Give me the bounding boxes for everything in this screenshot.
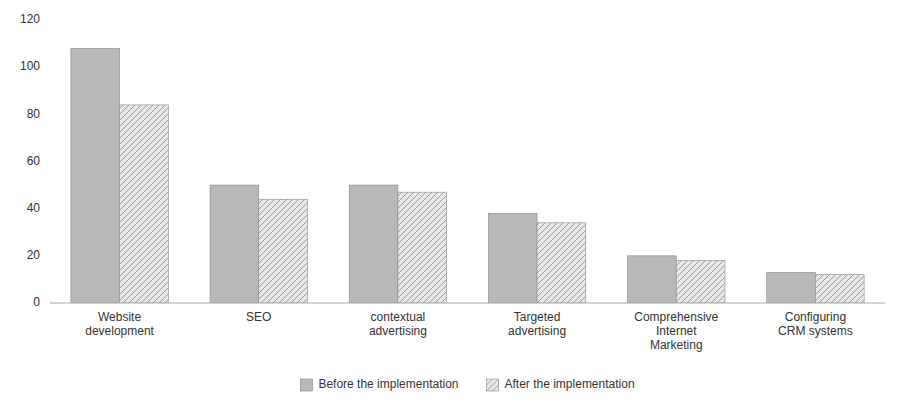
y-tick-label: 0 (33, 295, 40, 309)
chart-svg: 0 20 40 60 80 100 120 Websitedevelopment SEO cont… (0, 0, 905, 403)
x-tick-label: SEO (246, 310, 271, 324)
bar (259, 199, 308, 303)
legend: Before the implementation After the imple… (300, 377, 634, 391)
x-axis: WebsitedevelopmentSEOcontextualadvertisi… (85, 310, 853, 352)
x-tick-label-line: advertising (369, 324, 427, 338)
legend-swatch (300, 379, 312, 391)
x-tick-label: ConfiguringCRM systems (778, 310, 853, 338)
y-tick-label: 40 (27, 201, 41, 215)
bar (628, 256, 677, 303)
y-tick-label: 80 (27, 107, 41, 121)
bar (398, 192, 447, 303)
x-tick-label-line: CRM systems (778, 324, 853, 338)
bar (210, 185, 259, 303)
x-tick-label: contextualadvertising (369, 310, 427, 338)
legend-label: Before the implementation (318, 377, 458, 391)
y-tick-label: 60 (27, 154, 41, 168)
legend-item: Before the implementation (300, 377, 458, 391)
x-tick-label-line: Website (98, 310, 141, 324)
y-tick-label: 20 (27, 248, 41, 262)
legend-swatch (487, 379, 499, 391)
legend-label: After the implementation (505, 377, 635, 391)
bar-series (71, 48, 816, 303)
x-tick-label-line: Comprehensive (634, 310, 718, 324)
bar (537, 223, 586, 303)
bar (488, 213, 537, 303)
x-tick-label: ComprehensiveInternetMarketing (634, 310, 718, 352)
legend-item: After the implementation (487, 377, 635, 391)
x-tick-label-line: SEO (246, 310, 271, 324)
bar (815, 275, 864, 303)
bar (767, 272, 816, 303)
bar (676, 261, 725, 303)
x-tick-label: Targetedadvertising (508, 310, 566, 338)
x-tick-label-line: Internet (656, 324, 697, 338)
x-axis-line (50, 303, 885, 304)
x-tick-label-line: Configuring (785, 310, 846, 324)
x-tick-label-line: Targeted (514, 310, 561, 324)
bar (120, 105, 169, 303)
x-tick-label-line: advertising (508, 324, 566, 338)
x-tick-label-line: contextual (371, 310, 426, 324)
bar (71, 48, 120, 303)
chart-container: 0 20 40 60 80 100 120 Websitedevelopment SEO cont… (0, 0, 905, 403)
y-axis: 0 20 40 60 80 100 120 (20, 12, 40, 309)
bar (349, 185, 398, 303)
x-tick-label-line: development (85, 324, 154, 338)
x-tick-label-line: Marketing (650, 338, 703, 352)
bar-series (120, 105, 865, 303)
x-tick-label: Websitedevelopment (85, 310, 154, 338)
y-tick-label: 120 (20, 12, 40, 26)
y-tick-label: 100 (20, 59, 40, 73)
bars (71, 48, 864, 303)
